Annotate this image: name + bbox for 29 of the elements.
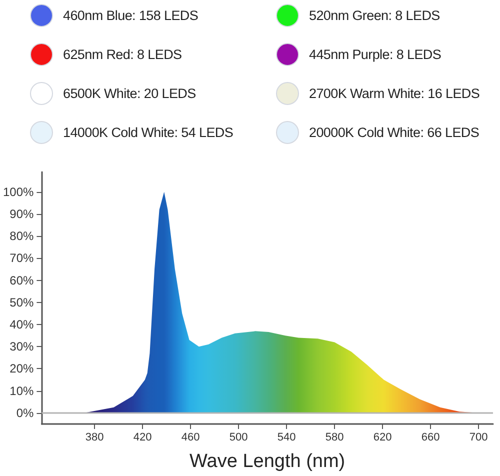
- x-tick-label: 420: [133, 432, 152, 444]
- y-tick-label: 100%: [2, 184, 34, 199]
- text: 520nm Green: 8 LEDS: [309, 8, 440, 22]
- text: 14000K Cold White: 54 LEDS: [63, 124, 234, 140]
- y-tick-label: 70%: [10, 251, 34, 266]
- y-tick-label: 80%: [10, 229, 34, 244]
- x-tick-label: 500: [229, 432, 248, 444]
- y-tick-label: 90%: [10, 207, 34, 221]
- text: 625nm Red: 8 LEDS: [63, 46, 182, 62]
- y-tick-label: 60%: [10, 273, 34, 288]
- y-tick-label: 0%: [16, 406, 34, 420]
- text: 6500K White: 20 LEDS: [63, 86, 196, 100]
- x-tick-label: 660: [421, 432, 440, 444]
- y-tick-label: 50%: [10, 295, 34, 310]
- text: 445nm Purple: 8 LEDS: [309, 46, 442, 62]
- text: 2700K Warm White: 16 LEDS: [309, 86, 480, 100]
- y-tick-label: 30%: [10, 340, 34, 354]
- y-tick-label: 40%: [10, 318, 34, 332]
- x-tick-label: 620: [373, 432, 392, 444]
- x-tick-label: 540: [277, 432, 296, 444]
- x-tick-label: 380: [85, 432, 104, 444]
- text: 460nm Blue: 158 LEDS: [63, 8, 198, 22]
- x-axis-title: Wave Length (nm): [190, 451, 346, 472]
- text: 20000K Cold White: 66 LEDS: [309, 124, 480, 140]
- x-tick-label: 700: [469, 432, 488, 444]
- x-tick-label: 460: [181, 432, 200, 444]
- y-tick-label: 20%: [10, 362, 34, 376]
- x-tick-label: 580: [325, 432, 344, 444]
- y-tick-label: 10%: [10, 384, 34, 398]
